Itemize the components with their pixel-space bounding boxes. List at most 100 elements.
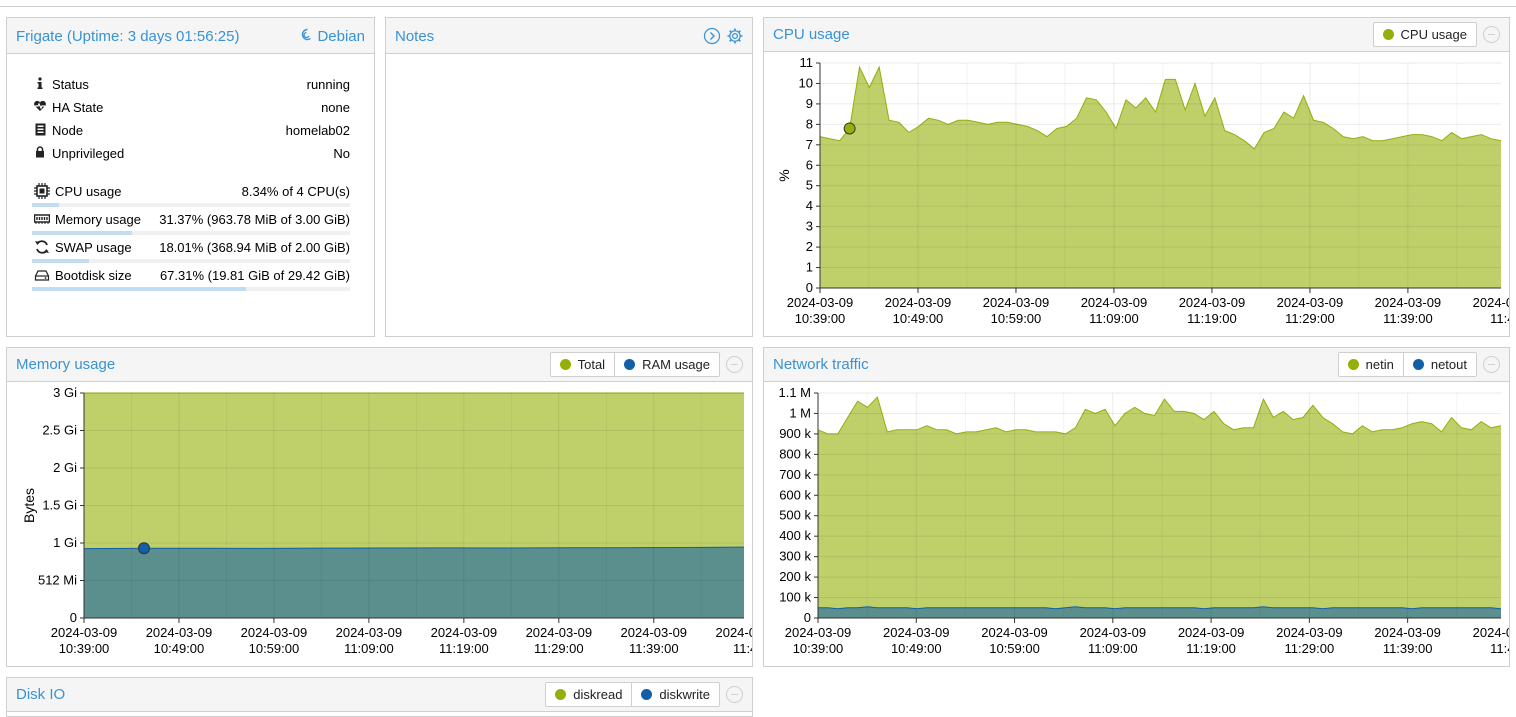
- status-row-status: Status running: [32, 77, 350, 97]
- x-tick-label-date: 2024-03-09: [1179, 295, 1246, 310]
- usage-bar-fill: [32, 259, 90, 263]
- y-tick-label: 1 Gi: [53, 535, 77, 550]
- x-tick-label-time: 11:29:00: [534, 641, 584, 656]
- x-tick-label-time: 11:09:00: [1089, 311, 1139, 326]
- memory-icon: [33, 211, 51, 227]
- series-area-ram-usage: [84, 547, 744, 618]
- gear-icon[interactable]: [726, 27, 744, 45]
- x-tick-label-date: 2024-03-09: [241, 625, 308, 640]
- memory-chart-legend: Total RAM usage: [549, 352, 720, 377]
- collapse-button[interactable]: [1483, 356, 1500, 373]
- usage-label: Memory usage: [55, 212, 141, 227]
- x-tick-label-date: 2024-03-09: [787, 295, 854, 310]
- heartbeat-icon: [32, 100, 48, 115]
- x-tick-label-time: 10:59:00: [249, 641, 300, 656]
- legend-item-diskread[interactable]: diskread: [546, 683, 633, 706]
- highlight-point: [138, 542, 150, 555]
- memory-chart-header: Memory usage Total RAM usage: [7, 348, 752, 382]
- y-tick-label: 3: [806, 219, 813, 234]
- y-tick-label: 2: [806, 239, 813, 254]
- y-tick-label: 512 Mi: [38, 573, 77, 588]
- status-row-value: none: [321, 100, 350, 115]
- x-tick-label-time: 11:19:00: [1186, 641, 1236, 656]
- usage-bar: [32, 231, 350, 235]
- series-line-cpu-usage: [819, 65, 1502, 150]
- cpu-chart-header: CPU usage CPU usage: [764, 18, 1509, 52]
- legend-item-diskwrite[interactable]: diskwrite: [632, 683, 719, 706]
- y-axis-label: Bytes: [21, 488, 37, 523]
- y-tick-label: 800 k: [779, 446, 811, 461]
- network-chart: 0 100 k 200 k 300 k 400 k 500 k 600 k 700 k 800 …: [778, 385, 1509, 656]
- x-tick-label-time: 11:09:00: [344, 641, 394, 656]
- collapse-button[interactable]: [726, 686, 743, 703]
- x-tick-label-date: 2024-03-09: [146, 625, 213, 640]
- usage-row-memory: Memory usage 31.37% (963.78 MiB of 3.00 …: [32, 210, 350, 236]
- notes-panel-header: Notes: [386, 18, 752, 54]
- status-row-label: Unprivileged: [52, 146, 125, 161]
- x-tick-label-time: 10:49:00: [891, 641, 942, 656]
- legend-item-netin[interactable]: netin: [1339, 353, 1404, 376]
- legend-dot: [1412, 359, 1424, 370]
- x-tick-label-date: 2024-03-09: [1081, 295, 1148, 310]
- series-area-cpu-usage: [820, 67, 1501, 288]
- legend-dot: [1382, 29, 1394, 40]
- legend-item-netout[interactable]: netout: [1404, 353, 1476, 376]
- y-tick-label: 6: [806, 157, 813, 172]
- server-icon: [32, 123, 48, 139]
- cpu-chart-title: CPU usage: [773, 26, 850, 43]
- x-tick-label-date: 2024-03-09: [621, 625, 688, 640]
- usage-label: CPU usage: [55, 184, 122, 199]
- y-tick-label: 1.1 M: [778, 385, 811, 400]
- y-tick-label: 2 Gi: [53, 460, 77, 475]
- legend-item-total[interactable]: Total: [551, 353, 616, 376]
- legend-item-ram-usage[interactable]: RAM usage: [615, 353, 719, 376]
- x-tick-label-time: 11:39:00: [1383, 641, 1433, 656]
- y-tick-label: 1: [806, 260, 813, 275]
- y-tick-label: 1 M: [789, 405, 811, 420]
- x-tick-label-time: 11:29:00: [1285, 641, 1335, 656]
- cpu-chart-panel: CPU usage CPU usage 0 1 2 3 4 5 6 7 8 9 10 11 2024-0…: [763, 17, 1510, 337]
- series-line-netin: [817, 396, 1502, 435]
- x-tick-label-date: 2024-03-09: [1277, 295, 1344, 310]
- x-tick-label-date: 2024-03-09: [885, 295, 952, 310]
- x-tick-label-time: 10:39:00: [59, 641, 110, 656]
- legend-label: diskwrite: [659, 687, 710, 702]
- memory-chart-title: Memory usage: [16, 356, 116, 373]
- y-tick-label: 300 k: [779, 549, 811, 564]
- legend-label: diskread: [573, 687, 623, 702]
- x-tick-label-date: 2024-03-09: [981, 625, 1048, 640]
- x-tick-label-date: 2024-03-09: [431, 625, 498, 640]
- collapse-button[interactable]: [726, 356, 743, 373]
- expand-icon[interactable]: [703, 27, 721, 45]
- os-label: Debian: [300, 28, 365, 45]
- y-tick-label: 1.5 Gi: [42, 498, 77, 513]
- x-tick-label-date: 2024-03-09: [883, 625, 950, 640]
- usage-bar-fill: [32, 231, 132, 235]
- network-chart-panel: Network traffic netin netout 0 100 k 200 k…: [763, 347, 1510, 667]
- collapse-button[interactable]: [1483, 26, 1500, 43]
- status-row-label: Node: [52, 123, 84, 138]
- status-row-value: homelab02: [285, 123, 350, 138]
- y-tick-label: 0: [804, 610, 811, 625]
- legend-item-cpu-usage[interactable]: CPU usage: [1374, 23, 1476, 46]
- y-tick-label: 11: [800, 55, 814, 70]
- usage-value: 8.34% of 4 CPU(s): [241, 184, 350, 199]
- info-icon: [32, 77, 48, 93]
- y-tick-label: 500 k: [779, 508, 811, 523]
- series-area-netin: [818, 397, 1501, 618]
- y-tick-label: 700 k: [779, 467, 811, 482]
- y-tick-label: 900 k: [779, 426, 811, 441]
- series-area-netout: [818, 606, 1501, 618]
- lock-icon: [32, 146, 48, 161]
- usage-row-swap: SWAP usage 18.01% (368.94 MiB of 2.00 Gi…: [32, 238, 350, 264]
- usage-bar: [32, 287, 350, 291]
- disk-io-title: Disk IO: [16, 686, 66, 703]
- usage-bar: [32, 203, 350, 207]
- y-tick-label: 2.5 Gi: [42, 423, 77, 438]
- x-tick-label-time: 11:48: [1490, 641, 1509, 656]
- x-tick-label-time: 11:09:00: [1088, 641, 1138, 656]
- memory-chart: 0 512 Mi 1 Gi 1.5 Gi 2 Gi 2.5 Gi 3 Gi 2024-03-0…: [21, 385, 752, 656]
- y-tick-label: 9: [806, 96, 813, 111]
- status-row-node: Node homelab02: [32, 123, 350, 143]
- x-tick-label-time: 11:29:00: [1285, 311, 1335, 326]
